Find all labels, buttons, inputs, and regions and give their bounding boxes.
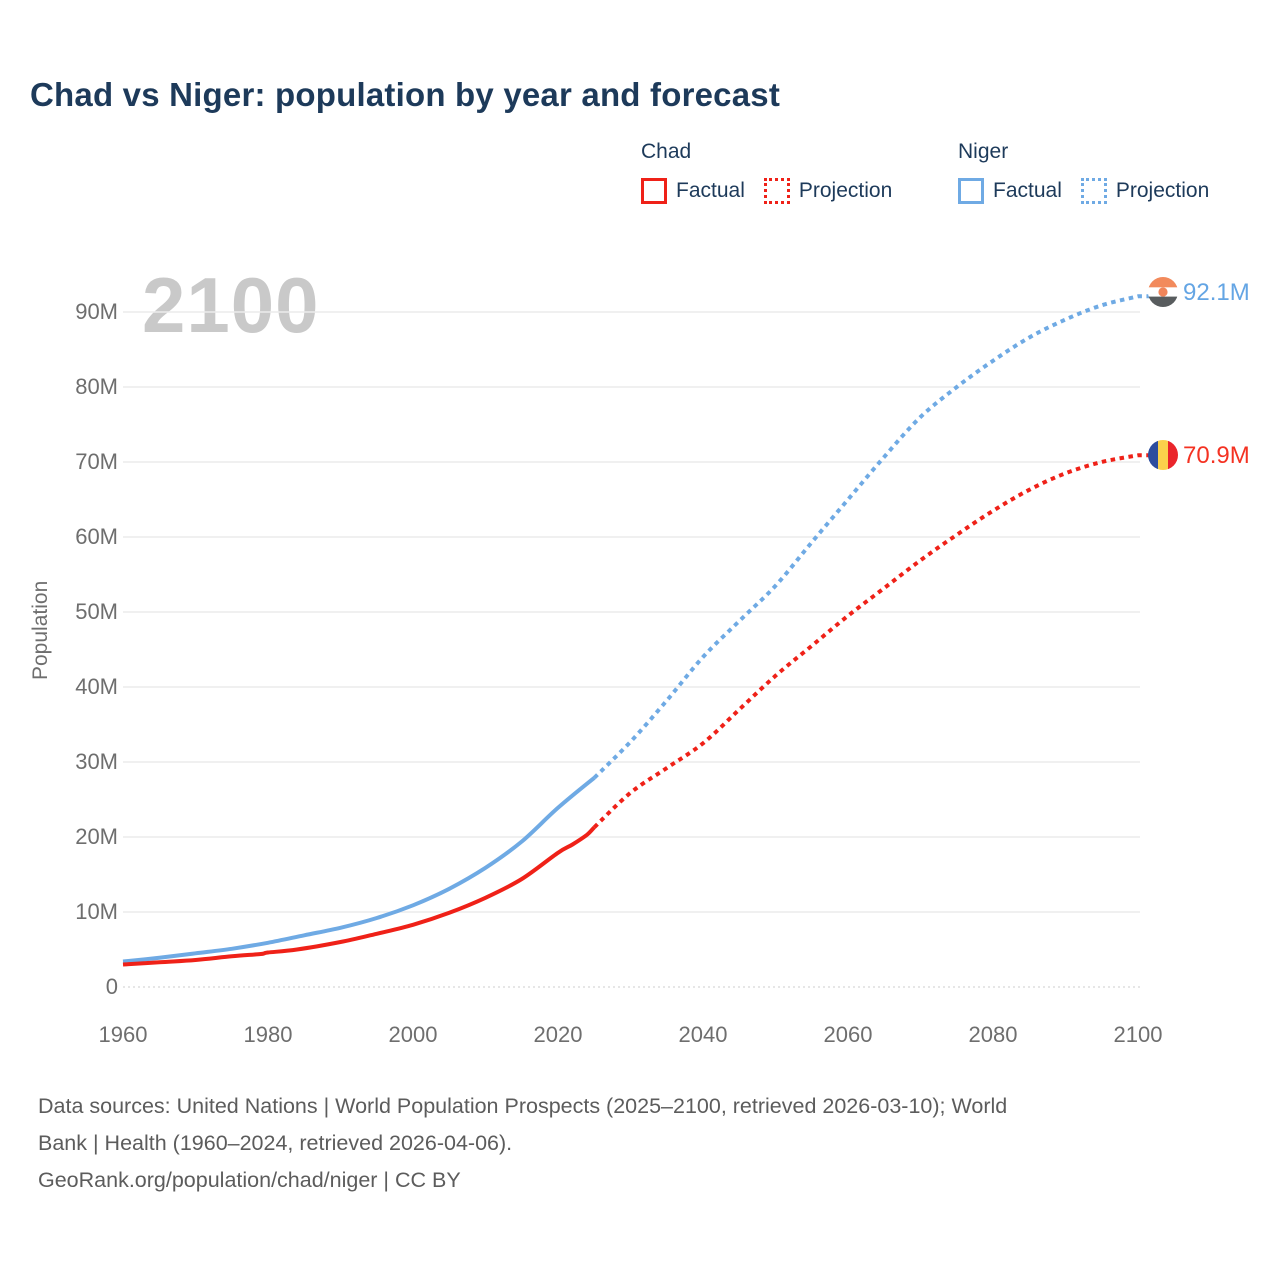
chad-projection-line bbox=[592, 453, 1150, 829]
niger-factual-label: Factual bbox=[993, 179, 1062, 202]
chad-projection-label: Projection bbox=[798, 179, 893, 202]
x-tick-label: 2040 bbox=[678, 1022, 728, 1047]
y-tick-label: 0 bbox=[105, 974, 118, 999]
y-tick-label: 80M bbox=[75, 374, 118, 399]
niger-projection-label: Projection bbox=[1115, 179, 1210, 202]
y-tick-label: 10M bbox=[75, 899, 118, 924]
niger-factual-line bbox=[122, 776, 596, 964]
chad-factual-line bbox=[122, 825, 596, 967]
niger-projection-line bbox=[592, 294, 1150, 780]
niger-projection-swatch-icon bbox=[1080, 178, 1107, 204]
legend-niger-row: Factual Projection bbox=[958, 177, 1219, 205]
legend-chad-title: Chad bbox=[641, 140, 692, 163]
niger-factual-swatch-icon bbox=[958, 178, 984, 204]
x-tick-label: 2060 bbox=[823, 1022, 873, 1047]
chad-factual-label: Factual bbox=[676, 179, 745, 202]
y-tick-label: 30M bbox=[75, 749, 118, 774]
chad-factual-swatch-icon bbox=[641, 178, 667, 204]
y-tick-label: 90M bbox=[75, 299, 118, 324]
y-tick-label: 70M bbox=[75, 449, 118, 474]
x-tick-label: 1960 bbox=[98, 1022, 148, 1047]
x-tick-label: 2000 bbox=[388, 1022, 438, 1047]
niger-end-value-label: 92.1M bbox=[1183, 279, 1250, 306]
legend-niger-title: Niger bbox=[958, 140, 1009, 163]
year-watermark: 2100 bbox=[142, 261, 320, 349]
niger-flag-icon bbox=[1148, 277, 1178, 307]
y-tick-label: 50M bbox=[75, 599, 118, 624]
data-sources-line-2: Bank | Health (1960–2024, retrieved 2026… bbox=[38, 1131, 513, 1155]
x-tick-label: 2080 bbox=[968, 1022, 1018, 1047]
data-sources-line-1: Data sources: United Nations | World Pop… bbox=[38, 1094, 1008, 1118]
y-tick-label: 40M bbox=[75, 674, 118, 699]
footer: Data sources: United Nations | World Pop… bbox=[38, 1088, 1007, 1199]
legend-group-niger: Niger Factual Projection bbox=[958, 140, 1219, 205]
legend-chad-row: Factual Projection bbox=[641, 177, 902, 205]
chad-flag-icon bbox=[1148, 440, 1178, 470]
x-tick-label: 1980 bbox=[243, 1022, 293, 1047]
chad-projection-swatch-icon bbox=[763, 178, 790, 204]
y-tick-label: 20M bbox=[75, 824, 118, 849]
x-tick-label: 2100 bbox=[1113, 1022, 1163, 1047]
chad-end-value-label: 70.9M bbox=[1183, 442, 1250, 469]
attribution-line: GeoRank.org/population/chad/niger | CC B… bbox=[38, 1168, 461, 1192]
legend-group-chad: Chad Factual Projection bbox=[641, 140, 902, 205]
y-tick-label: 60M bbox=[75, 524, 118, 549]
x-tick-label: 2020 bbox=[533, 1022, 583, 1047]
chart-title: Chad vs Niger: population by year and fo… bbox=[30, 76, 781, 113]
